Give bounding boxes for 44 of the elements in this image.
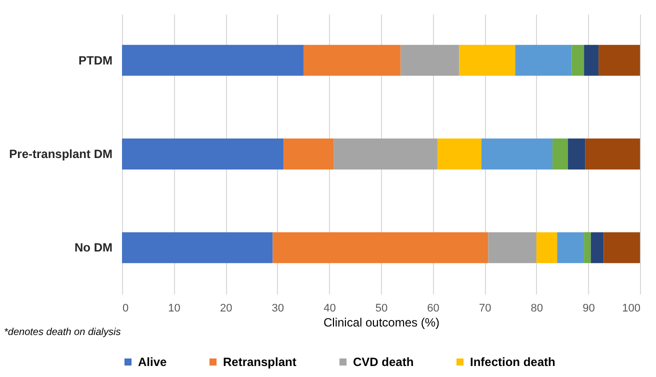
bar (585, 138, 640, 170)
bar (604, 232, 640, 264)
bar (334, 138, 438, 170)
x-tick-label: 80 (530, 302, 544, 314)
bar (272, 232, 488, 264)
legend-label: Infection death (470, 355, 556, 369)
x-tick-label: 0 (122, 302, 129, 314)
bar (400, 44, 460, 76)
bar (481, 138, 552, 170)
bar (459, 44, 516, 76)
y-tick-label: Pre-transplant DM (9, 147, 112, 161)
legend-label: Retransplant (223, 355, 296, 369)
x-tick-label: 90 (582, 302, 595, 314)
x-axis-title: Clinical outcomes (%) (323, 316, 440, 330)
text: *denotes death on dialysis (4, 327, 121, 338)
legend-label: Alive (138, 355, 168, 369)
x-tick-label: 100 (622, 302, 640, 314)
y-tick-label: PTDM (78, 53, 112, 68)
bar (557, 232, 584, 264)
bar (584, 44, 599, 76)
bar (488, 232, 536, 264)
bar (568, 138, 586, 170)
bar (552, 138, 568, 170)
y-tick-label: No DM (74, 240, 112, 255)
bar (437, 138, 482, 170)
bar (284, 138, 334, 170)
bar (515, 44, 572, 76)
x-tick-label: 30 (272, 302, 284, 314)
bar (536, 232, 558, 264)
bar (122, 138, 284, 170)
bar (122, 232, 273, 264)
bar (122, 44, 304, 76)
x-tick-label: 70 (478, 302, 492, 314)
bar (572, 44, 584, 76)
x-tick-label: 20 (220, 302, 232, 314)
x-tick-label: 50 (375, 302, 388, 314)
bar (598, 44, 640, 76)
legend-label: CVD death (353, 355, 414, 369)
bar (584, 232, 591, 264)
x-tick-label: 40 (324, 302, 336, 314)
x-tick-label: 10 (168, 302, 180, 314)
bar (304, 44, 401, 76)
bar (590, 232, 604, 264)
x-tick-label: 60 (427, 302, 440, 314)
